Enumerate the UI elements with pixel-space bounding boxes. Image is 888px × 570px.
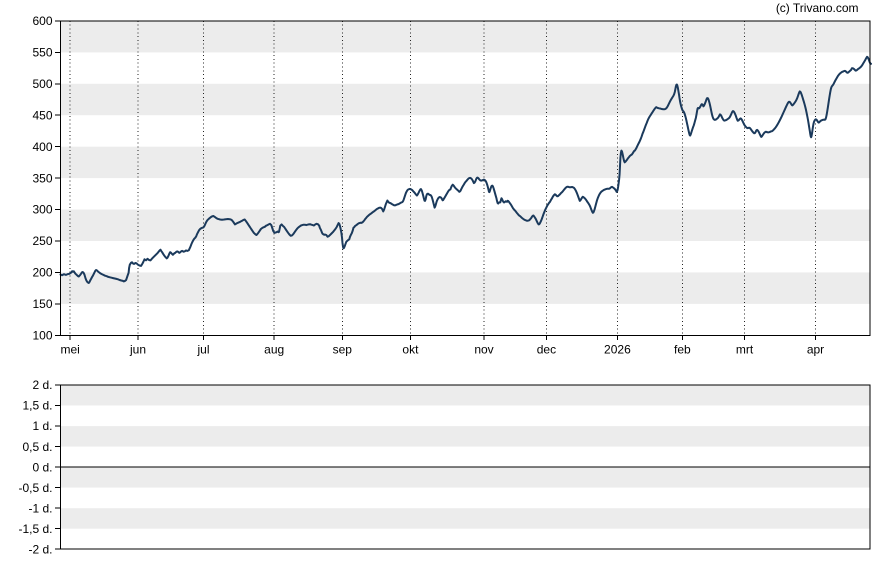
- svg-text:550: 550: [32, 46, 52, 60]
- svg-text:mei: mei: [61, 343, 80, 357]
- svg-text:200: 200: [32, 266, 52, 280]
- svg-text:450: 450: [32, 108, 52, 122]
- svg-text:jul: jul: [196, 343, 209, 357]
- svg-text:(c) Trivano.com: (c) Trivano.com: [776, 1, 859, 15]
- svg-text:2 d.: 2 d.: [32, 378, 52, 392]
- svg-text:aug: aug: [264, 343, 284, 357]
- svg-text:250: 250: [32, 234, 52, 248]
- svg-text:300: 300: [32, 203, 52, 217]
- svg-text:feb: feb: [674, 343, 691, 357]
- svg-text:apr: apr: [807, 343, 824, 357]
- svg-text:1 d.: 1 d.: [32, 419, 52, 433]
- svg-text:sep: sep: [333, 343, 353, 357]
- svg-text:400: 400: [32, 140, 52, 154]
- svg-text:100: 100: [32, 329, 52, 343]
- svg-text:-1 d.: -1 d.: [28, 501, 52, 515]
- svg-text:okt: okt: [402, 343, 419, 357]
- svg-text:1,5 d.: 1,5 d.: [22, 399, 52, 413]
- svg-text:-2 d.: -2 d.: [28, 542, 52, 556]
- svg-text:0 d.: 0 d.: [32, 460, 52, 474]
- svg-text:dec: dec: [537, 343, 556, 357]
- svg-text:500: 500: [32, 77, 52, 91]
- svg-text:jun: jun: [129, 343, 146, 357]
- svg-text:-1,5 d.: -1,5 d.: [18, 522, 52, 536]
- svg-text:2026: 2026: [604, 343, 631, 357]
- svg-text:mrt: mrt: [736, 343, 754, 357]
- svg-text:600: 600: [32, 14, 52, 28]
- svg-text:150: 150: [32, 297, 52, 311]
- svg-text:350: 350: [32, 171, 52, 185]
- svg-text:0,5 d.: 0,5 d.: [22, 440, 52, 454]
- svg-text:-0,5 d.: -0,5 d.: [18, 481, 52, 495]
- svg-text:nov: nov: [474, 343, 493, 357]
